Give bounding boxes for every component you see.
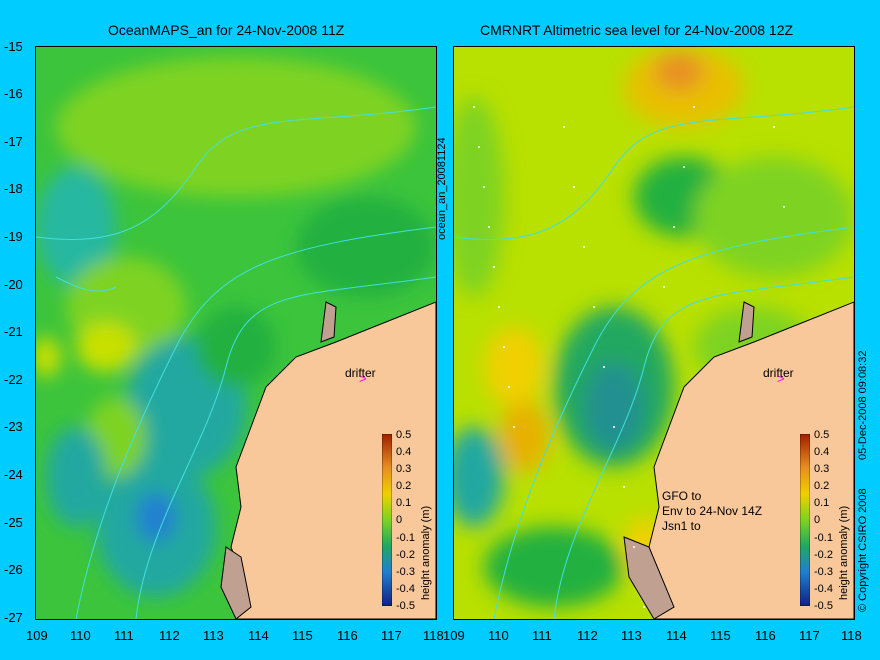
left-map-title: OceanMAPS_an for 24-Nov-2008 11Z xyxy=(108,22,345,38)
y-tick-label: -25 xyxy=(4,515,23,530)
satellite-legend-line: Jsn1 to xyxy=(662,519,701,533)
x-tick-label: 109 xyxy=(26,628,48,643)
x-tick-label: 109 xyxy=(443,628,465,643)
colorbar-tick: -0.2 xyxy=(814,549,833,561)
x-tick-label: 118 xyxy=(423,628,444,643)
y-tick-label: -22 xyxy=(4,372,23,387)
x-tick-label: 116 xyxy=(755,628,776,643)
colorbar-tick: 0 xyxy=(814,514,821,526)
x-tick-label: 112 xyxy=(159,628,180,643)
x-tick-label: 117 xyxy=(799,628,820,643)
x-tick-label: 112 xyxy=(577,628,598,643)
right-map-svg: > xyxy=(454,47,854,619)
right-map-panel: > xyxy=(453,46,855,620)
colorbar-tick: 0.4 xyxy=(814,446,830,458)
colorbar-tick: 0.5 xyxy=(396,429,412,441)
left-map-panel: > xyxy=(35,46,437,620)
right-drifter-label: drifter xyxy=(763,366,794,380)
x-tick-label: 114 xyxy=(666,628,687,643)
colorbar-tick: 0.5 xyxy=(814,429,830,441)
y-tick-label: -27 xyxy=(4,610,23,625)
right-shelf-islands xyxy=(623,536,675,619)
x-tick-label: 114 xyxy=(248,628,269,643)
x-tick-label: 113 xyxy=(621,628,642,643)
left-drifter-label: drifter xyxy=(345,366,376,380)
left-anomaly-field xyxy=(36,57,436,597)
y-tick-label: -24 xyxy=(4,467,23,482)
left-map-svg: > xyxy=(36,47,436,619)
left-drifter-marker: > xyxy=(359,371,367,386)
middle-file-label: ocean_an_20081124 xyxy=(436,137,448,240)
x-tick-label: 110 xyxy=(70,628,91,643)
x-tick-label: 113 xyxy=(203,628,224,643)
x-tick-label: 111 xyxy=(114,628,134,643)
right-contours xyxy=(454,106,854,619)
colorbar-tick: -0.4 xyxy=(814,583,833,595)
left-colorbar-gradient xyxy=(382,434,392,606)
left-contours xyxy=(36,106,436,619)
colorbar-tick: -0.3 xyxy=(814,566,833,578)
y-tick-label: -20 xyxy=(4,277,23,292)
colorbar-tick: 0 xyxy=(396,514,403,526)
colorbar-tick: -0.2 xyxy=(396,549,415,561)
colorbar-tick: -0.1 xyxy=(814,532,833,544)
colorbar-tick: 0.1 xyxy=(814,497,830,509)
colorbar-tick: -0.1 xyxy=(396,532,415,544)
x-tick-label: 116 xyxy=(337,628,358,643)
right-drifter-marker: > xyxy=(777,371,785,386)
copyright-label: © Copyright CSIRO 2008 xyxy=(857,488,869,612)
colorbar-tick: 0.4 xyxy=(396,446,412,458)
y-tick-label: -21 xyxy=(4,324,23,339)
y-tick-label: -15 xyxy=(4,39,23,54)
right-colorbar-gradient xyxy=(800,434,810,606)
y-tick-label: -17 xyxy=(4,134,23,149)
colorbar-tick: -0.3 xyxy=(396,566,415,578)
satellite-legend-line: GFO to xyxy=(662,489,702,503)
y-tick-label: -19 xyxy=(4,229,23,244)
x-tick-label: 115 xyxy=(710,628,731,643)
colorbar-tick: 0.3 xyxy=(396,463,412,475)
colorbar-tick: 0.2 xyxy=(814,480,830,492)
colorbar-tick: 0.2 xyxy=(396,480,412,492)
right-colorbar-label: height anomaly (m) xyxy=(838,505,850,600)
x-tick-label: 110 xyxy=(488,628,509,643)
x-tick-label: 118 xyxy=(841,628,862,643)
x-tick-label: 117 xyxy=(381,628,402,643)
x-tick-label: 115 xyxy=(292,628,313,643)
colorbar-tick: 0.3 xyxy=(814,463,830,475)
y-tick-label: -18 xyxy=(4,181,23,196)
render-timestamp: 05-Dec-2008 09:08:32 xyxy=(857,350,869,460)
right-satellite-tracks xyxy=(473,106,785,608)
left-shelf-islands xyxy=(220,546,252,619)
colorbar-tick: 0.1 xyxy=(396,497,412,509)
x-tick-label: 111 xyxy=(532,628,552,643)
colorbar-tick: -0.4 xyxy=(396,583,415,595)
satellite-legend-line: Env to 24-Nov 14Z xyxy=(662,504,763,518)
y-tick-label: -23 xyxy=(4,419,23,434)
colorbar-tick: -0.5 xyxy=(396,600,415,612)
right-map-title: CMRNRT Altimetric sea level for 24-Nov-2… xyxy=(480,22,794,38)
y-tick-label: -26 xyxy=(4,562,23,577)
left-colorbar-label: height anomaly (m) xyxy=(420,505,432,600)
colorbar-tick: -0.5 xyxy=(814,600,833,612)
y-tick-label: -16 xyxy=(4,86,23,101)
